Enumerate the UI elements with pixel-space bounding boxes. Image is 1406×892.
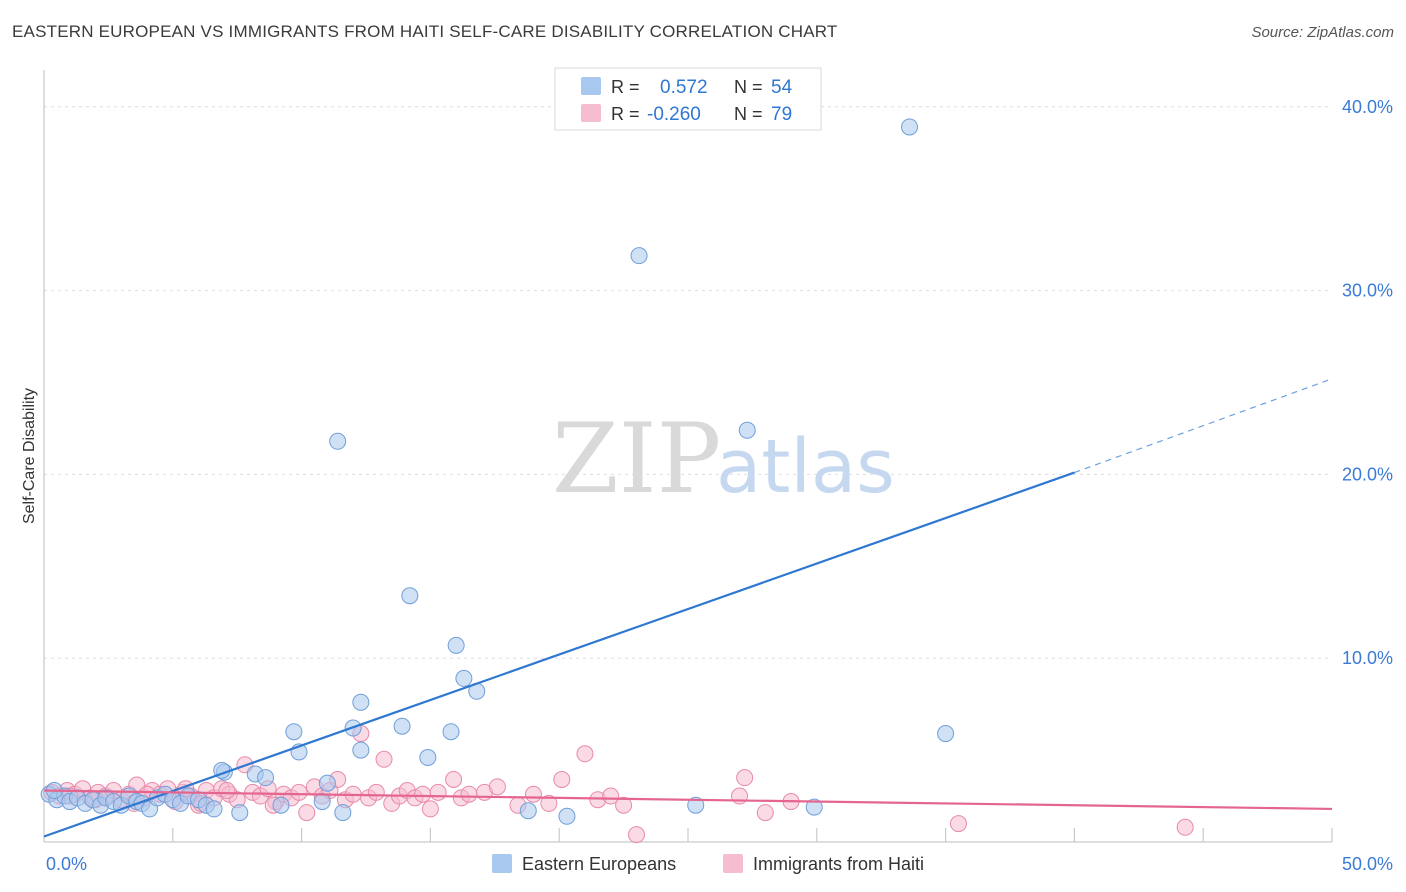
- haiti-point-43: [375, 750, 393, 768]
- stats-n-value-pink: 79: [771, 104, 792, 125]
- eastern-european-point-48: [738, 421, 756, 439]
- stats-n-value-blue: 54: [771, 77, 793, 98]
- series-legend: Eastern Europeans Immigrants from Haiti: [492, 854, 924, 874]
- x-axis-ticks: [172, 828, 1333, 842]
- haiti-point-65: [731, 787, 749, 805]
- haiti-point-66: [736, 769, 754, 787]
- haiti-point-50: [429, 783, 447, 801]
- eastern-european-point-36: [352, 741, 370, 759]
- haiti-point-58: [540, 794, 558, 812]
- chart-title: EASTERN EUROPEAN VS IMMIGRANTS FROM HAIT…: [12, 22, 838, 41]
- haiti-point-69: [949, 815, 967, 833]
- eastern-european-point-44: [519, 802, 537, 820]
- y-tick-labels: 10.0% 20.0% 30.0% 40.0%: [1342, 97, 1393, 668]
- haiti-point-63: [615, 796, 633, 814]
- stats-n-label-pink: N =: [734, 104, 763, 124]
- trend-line-eastern-europeans-extension: [1074, 378, 1333, 474]
- source-label: Source: ZipAtlas.com: [1251, 24, 1394, 41]
- eastern-european-point-38: [401, 587, 419, 605]
- haiti-point-70: [1176, 818, 1194, 836]
- stats-legend: R = 0.572 N = 54 R = -0.260 N = 79: [554, 67, 822, 131]
- eastern-european-point-42: [455, 669, 473, 687]
- stats-swatch-blue: [581, 77, 601, 95]
- haiti-point-57: [524, 785, 542, 803]
- trend-line-eastern-europeans: [43, 471, 1075, 838]
- eastern-european-point-35: [352, 693, 370, 711]
- eastern-european-point-28: [285, 723, 303, 741]
- x-tick-labels: 0.0% 50.0%: [46, 854, 1393, 874]
- stats-r-value-blue: 0.572: [660, 77, 708, 98]
- y-tick-label-20: 20.0%: [1342, 464, 1393, 484]
- eastern-european-point-27: [272, 796, 290, 814]
- watermark-zip: ZIP: [552, 403, 721, 515]
- eastern-european-point-47: [687, 796, 705, 814]
- haiti-point-42: [367, 783, 385, 801]
- y-tick-label-40: 40.0%: [1342, 97, 1393, 117]
- legend-label-eastern-europeans: Eastern Europeans: [522, 854, 676, 874]
- eastern-european-point-41: [447, 636, 465, 654]
- eastern-european-point-51: [937, 725, 955, 743]
- x-tick-label-min: 0.0%: [46, 854, 87, 874]
- stats-r-label-pink: R =: [611, 104, 640, 124]
- stats-swatch-pink: [581, 104, 601, 122]
- eastern-european-point-37: [393, 717, 411, 735]
- stats-n-label-blue: N =: [734, 77, 763, 97]
- eastern-european-point-33: [329, 432, 347, 450]
- eastern-european-point-50: [901, 118, 919, 136]
- eastern-european-point-32: [334, 804, 352, 822]
- eastern-european-point-40: [442, 723, 460, 741]
- legend-label-haiti: Immigrants from Haiti: [753, 854, 924, 874]
- haiti-point-48: [414, 785, 432, 803]
- series-eastern-europeans-points: [40, 118, 955, 825]
- legend-swatch-haiti: [723, 854, 743, 873]
- haiti-point-51: [445, 771, 463, 789]
- haiti-point-32: [290, 783, 308, 801]
- haiti-point-64: [627, 826, 645, 844]
- gridlines: [44, 106, 1332, 659]
- haiti-point-60: [576, 745, 594, 763]
- stats-r-label-blue: R =: [611, 77, 640, 97]
- x-tick-label-max: 50.0%: [1342, 854, 1393, 874]
- eastern-european-point-39: [419, 748, 437, 766]
- haiti-point-49: [421, 800, 439, 818]
- eastern-european-point-22: [205, 800, 223, 818]
- eastern-european-point-24: [231, 804, 249, 822]
- haiti-point-59: [553, 771, 571, 789]
- legend-swatch-eastern-europeans: [492, 854, 512, 873]
- trend-lines: [43, 378, 1333, 838]
- stats-r-value-pink: -0.260: [647, 104, 701, 125]
- haiti-point-53: [460, 785, 478, 803]
- y-axis-label: Self-Care Disability: [21, 388, 38, 524]
- eastern-european-point-46: [630, 247, 648, 265]
- eastern-european-point-49: [805, 798, 823, 816]
- eastern-european-point-31: [318, 774, 336, 792]
- y-tick-label-30: 30.0%: [1342, 281, 1393, 301]
- haiti-point-62: [602, 787, 620, 805]
- trend-line-haiti: [43, 789, 1333, 811]
- watermark: ZIP atlas: [552, 403, 895, 515]
- y-tick-label-10: 10.0%: [1342, 648, 1393, 668]
- series-haiti-points: [43, 725, 1194, 844]
- haiti-point-55: [488, 778, 506, 796]
- haiti-point-67: [756, 804, 774, 822]
- eastern-european-point-45: [558, 807, 576, 825]
- haiti-point-77: [218, 782, 236, 800]
- eastern-european-point-26: [257, 769, 275, 787]
- eastern-european-point-30: [313, 793, 331, 811]
- haiti-point-33: [298, 804, 316, 822]
